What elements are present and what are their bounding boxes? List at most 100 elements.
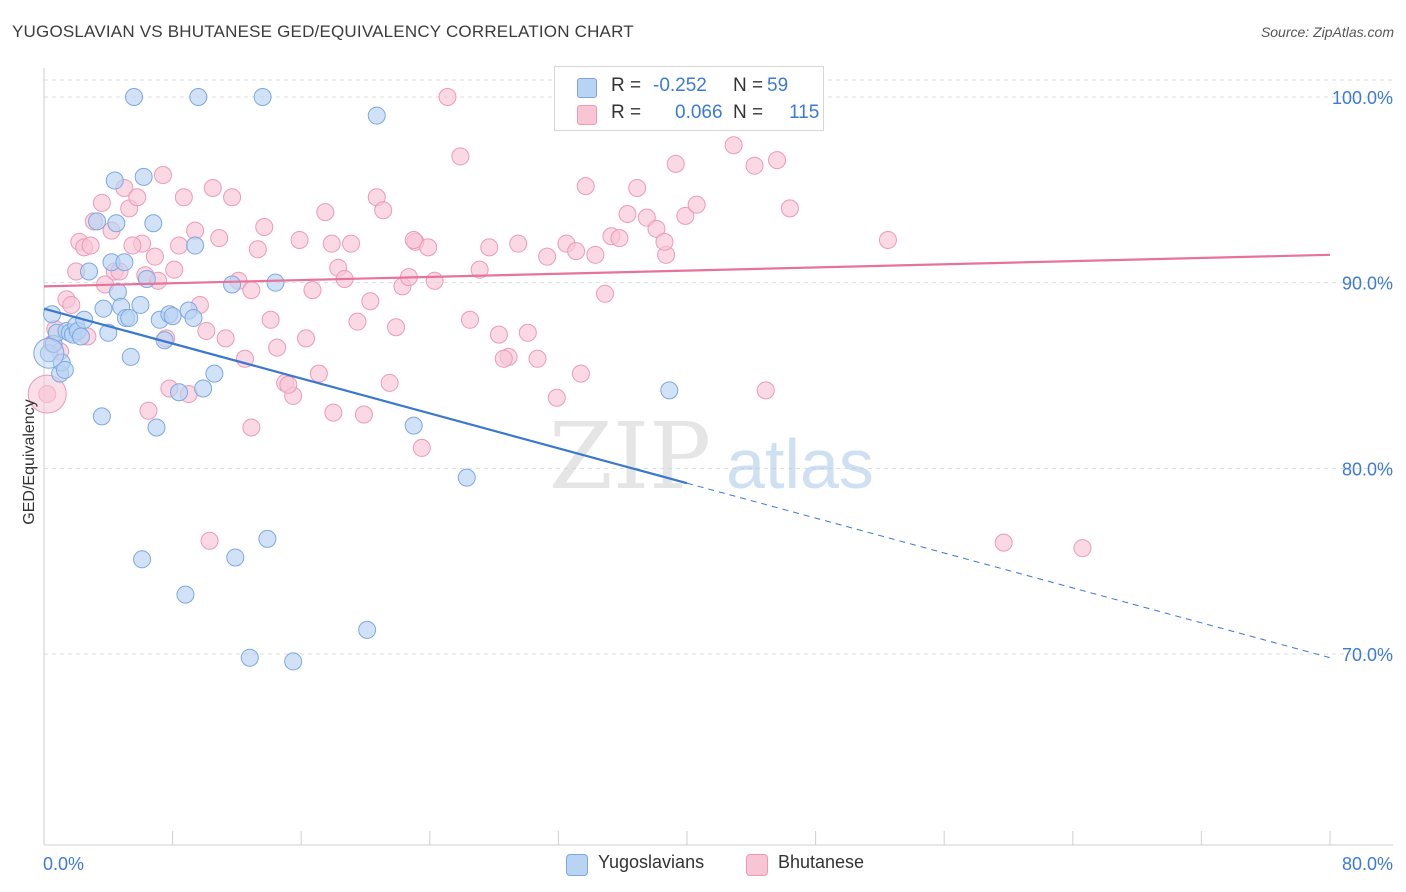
yugoslavian-point: [99, 323, 118, 342]
bhutanese-point: [324, 403, 343, 422]
bhutanese-point: [756, 381, 775, 400]
legend-r-label: R =: [611, 75, 642, 96]
bhutanese-point: [197, 321, 216, 340]
bhutanese-point: [81, 236, 100, 255]
bhutanese-point: [425, 271, 444, 290]
bhutanese-point: [528, 349, 547, 368]
yugoslavian-point: [105, 171, 124, 190]
yugoslavian-point: [134, 167, 153, 186]
legend-swatch-pink: [577, 105, 597, 125]
x-tick-label-max: 80.0%: [1342, 854, 1393, 874]
yugoslavian-point: [107, 214, 126, 233]
legend-r-label: R =: [611, 102, 642, 123]
bhutanese-point: [518, 323, 537, 342]
bhutanese-point: [586, 245, 605, 264]
bhutanese-point: [1073, 539, 1092, 558]
yugoslavian-point: [240, 648, 259, 667]
bhutanese-point: [170, 236, 189, 255]
bhutanese-point: [419, 238, 438, 257]
legend-swatch-blue: [577, 78, 597, 98]
bhutanese-point: [509, 234, 528, 253]
bhutanese-point: [380, 373, 399, 392]
watermark-atlas: atlas: [726, 425, 874, 503]
bhutanese-point: [576, 177, 595, 196]
bhutanese-point: [538, 247, 557, 266]
bhutanese-point: [878, 230, 897, 249]
y-tick-label: 100.0%: [1332, 88, 1393, 108]
yugoslavian-point: [358, 620, 377, 639]
bhutanese-point: [647, 219, 666, 238]
y-axis-label: GED/Equivalency: [21, 399, 38, 524]
bhutanese-point: [470, 260, 489, 279]
bhutanese-point: [780, 199, 799, 218]
yugoslavian-point: [133, 550, 152, 569]
y-tick-label: 80.0%: [1342, 459, 1393, 479]
bhutanese-point: [666, 154, 685, 173]
bhutanese-point: [210, 229, 229, 248]
bhutanese-point: [655, 232, 674, 251]
bhutanese-point: [374, 201, 393, 220]
yugoslavian-point: [660, 381, 679, 400]
stats-legend: R = -0.252 N = 59 R = 0.066 N = 115: [554, 66, 824, 131]
yugoslavian-point: [457, 468, 476, 487]
bhutanese-point: [489, 325, 508, 344]
bhutanese-point: [248, 240, 267, 259]
bhutanese-point: [687, 195, 706, 214]
legend-n-value: 59: [767, 75, 789, 96]
x-tick-label-min: 0.0%: [43, 854, 84, 874]
yugoslavian-point: [155, 331, 174, 350]
yugoslavian-point: [80, 262, 99, 281]
bhutanese-point: [745, 156, 764, 175]
bhutanese-point: [412, 438, 431, 457]
yugoslavian-point: [125, 88, 144, 106]
yugoslavian-point: [404, 416, 423, 435]
yugoslavian-point: [108, 282, 127, 301]
yugoslavian-point: [367, 106, 386, 125]
bhutanese-point: [139, 401, 158, 420]
yugoslavian-point: [163, 307, 182, 326]
bhutanese-point: [567, 242, 586, 261]
bhutanese-point: [404, 230, 423, 249]
yugoslavian-point: [120, 308, 139, 327]
bhutanese-point: [322, 234, 341, 253]
bhutanese-point: [596, 284, 615, 303]
source-label: Source: ZipAtlas.com: [1260, 24, 1394, 40]
bhutanese-point: [460, 310, 479, 329]
bhutanese-point: [342, 234, 361, 253]
bhutanese-point: [242, 281, 261, 300]
bhutanese-point: [480, 238, 499, 257]
bottom-legend-swatch-blue: [566, 854, 588, 876]
bhutanese-point: [92, 193, 111, 212]
bottom-legend-label: Bhutanese: [778, 852, 865, 872]
bhutanese-point: [223, 188, 242, 207]
yugoslavian-point: [223, 275, 242, 294]
yugoslavian-point: [55, 360, 74, 379]
yugoslavian-point: [184, 308, 203, 327]
bhutanese-point: [216, 329, 235, 348]
bhutanese-point: [994, 533, 1013, 552]
axes: [43, 68, 1393, 846]
bhutanese-point: [153, 165, 172, 184]
bhutanese-point: [268, 338, 287, 357]
bhutanese-point: [547, 388, 566, 407]
watermark-zip: ZIP: [549, 403, 711, 510]
y-tick-label: 90.0%: [1342, 274, 1393, 294]
bhutanese-point: [451, 147, 470, 166]
yugoslavian-point-large: [33, 337, 65, 369]
yugoslavian-point: [194, 379, 213, 398]
yugoslavian-point: [176, 585, 195, 604]
yugoslavian-point: [94, 299, 113, 318]
legend-n-value: 115: [789, 102, 820, 123]
legend-r-value: -0.252: [653, 75, 707, 96]
yugoslavian-point: [284, 652, 303, 671]
bhutanese-trendline: [43, 253, 1331, 288]
bhutanese-point: [128, 188, 147, 207]
bhutanese-point: [724, 136, 743, 155]
bhutanese-point: [438, 88, 457, 106]
bhutanese-point: [628, 178, 647, 197]
yugoslavian-point: [115, 253, 134, 272]
bhutanese-point: [261, 310, 280, 329]
yugoslavian-point: [121, 347, 140, 366]
bhutanese-point: [174, 188, 193, 207]
bottom-legend-label: Yugoslavians: [598, 852, 705, 872]
